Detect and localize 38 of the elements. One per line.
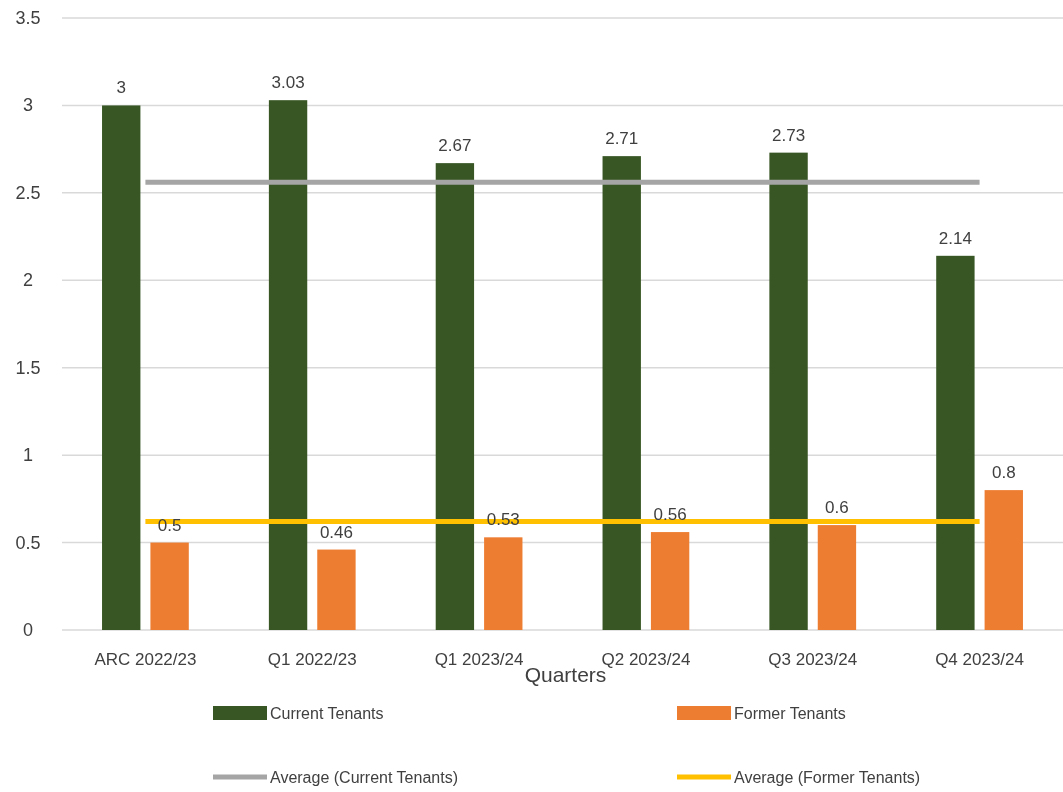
y-tick-label: 1 (22, 445, 34, 466)
data-label: 2.14 (938, 228, 972, 248)
bar (317, 549, 356, 630)
data-label: 0.46 (319, 522, 353, 542)
bar (435, 163, 475, 630)
data-label: 3 (116, 78, 126, 98)
y-tick-label: 1.5 (15, 357, 41, 378)
bar (936, 255, 975, 630)
bar (602, 156, 641, 630)
y-tick-label: 0 (22, 620, 34, 640)
x-tick-label: Q3 2023/24 (768, 649, 858, 669)
bar (984, 490, 1023, 630)
bar (150, 542, 189, 630)
data-label: 2.73 (772, 125, 806, 145)
data-label: 0.6 (825, 498, 849, 518)
y-tick-label: 3 (22, 95, 34, 116)
legend-label: Former Tenants (734, 704, 846, 722)
bar (817, 525, 857, 630)
x-tick-label: Q1 2023/24 (434, 649, 524, 669)
x-tick-label: ARC 2022/23 (94, 649, 197, 669)
bar (650, 532, 690, 630)
y-tick-label: 3.5 (15, 8, 41, 28)
data-label: 3.03 (271, 73, 305, 93)
data-label: 2.71 (605, 129, 639, 149)
x-tick-label: Q4 2023/24 (935, 649, 1025, 669)
bar (484, 537, 523, 630)
legend-label: Current Tenants (270, 704, 384, 722)
data-label: 2.67 (438, 136, 472, 156)
y-tick-label: 2.5 (15, 182, 41, 203)
legend-label: Average (Former Tenants) (734, 768, 921, 786)
bar (268, 100, 308, 630)
bar (102, 105, 141, 630)
y-tick-label: 0.5 (15, 532, 41, 553)
legend-label: Average (Current Tenants) (270, 768, 458, 786)
bar (769, 152, 808, 630)
data-label: 0.8 (991, 463, 1016, 483)
x-tick-label: Q1 2022/23 (267, 649, 357, 669)
y-tick-label: 2 (22, 270, 34, 291)
